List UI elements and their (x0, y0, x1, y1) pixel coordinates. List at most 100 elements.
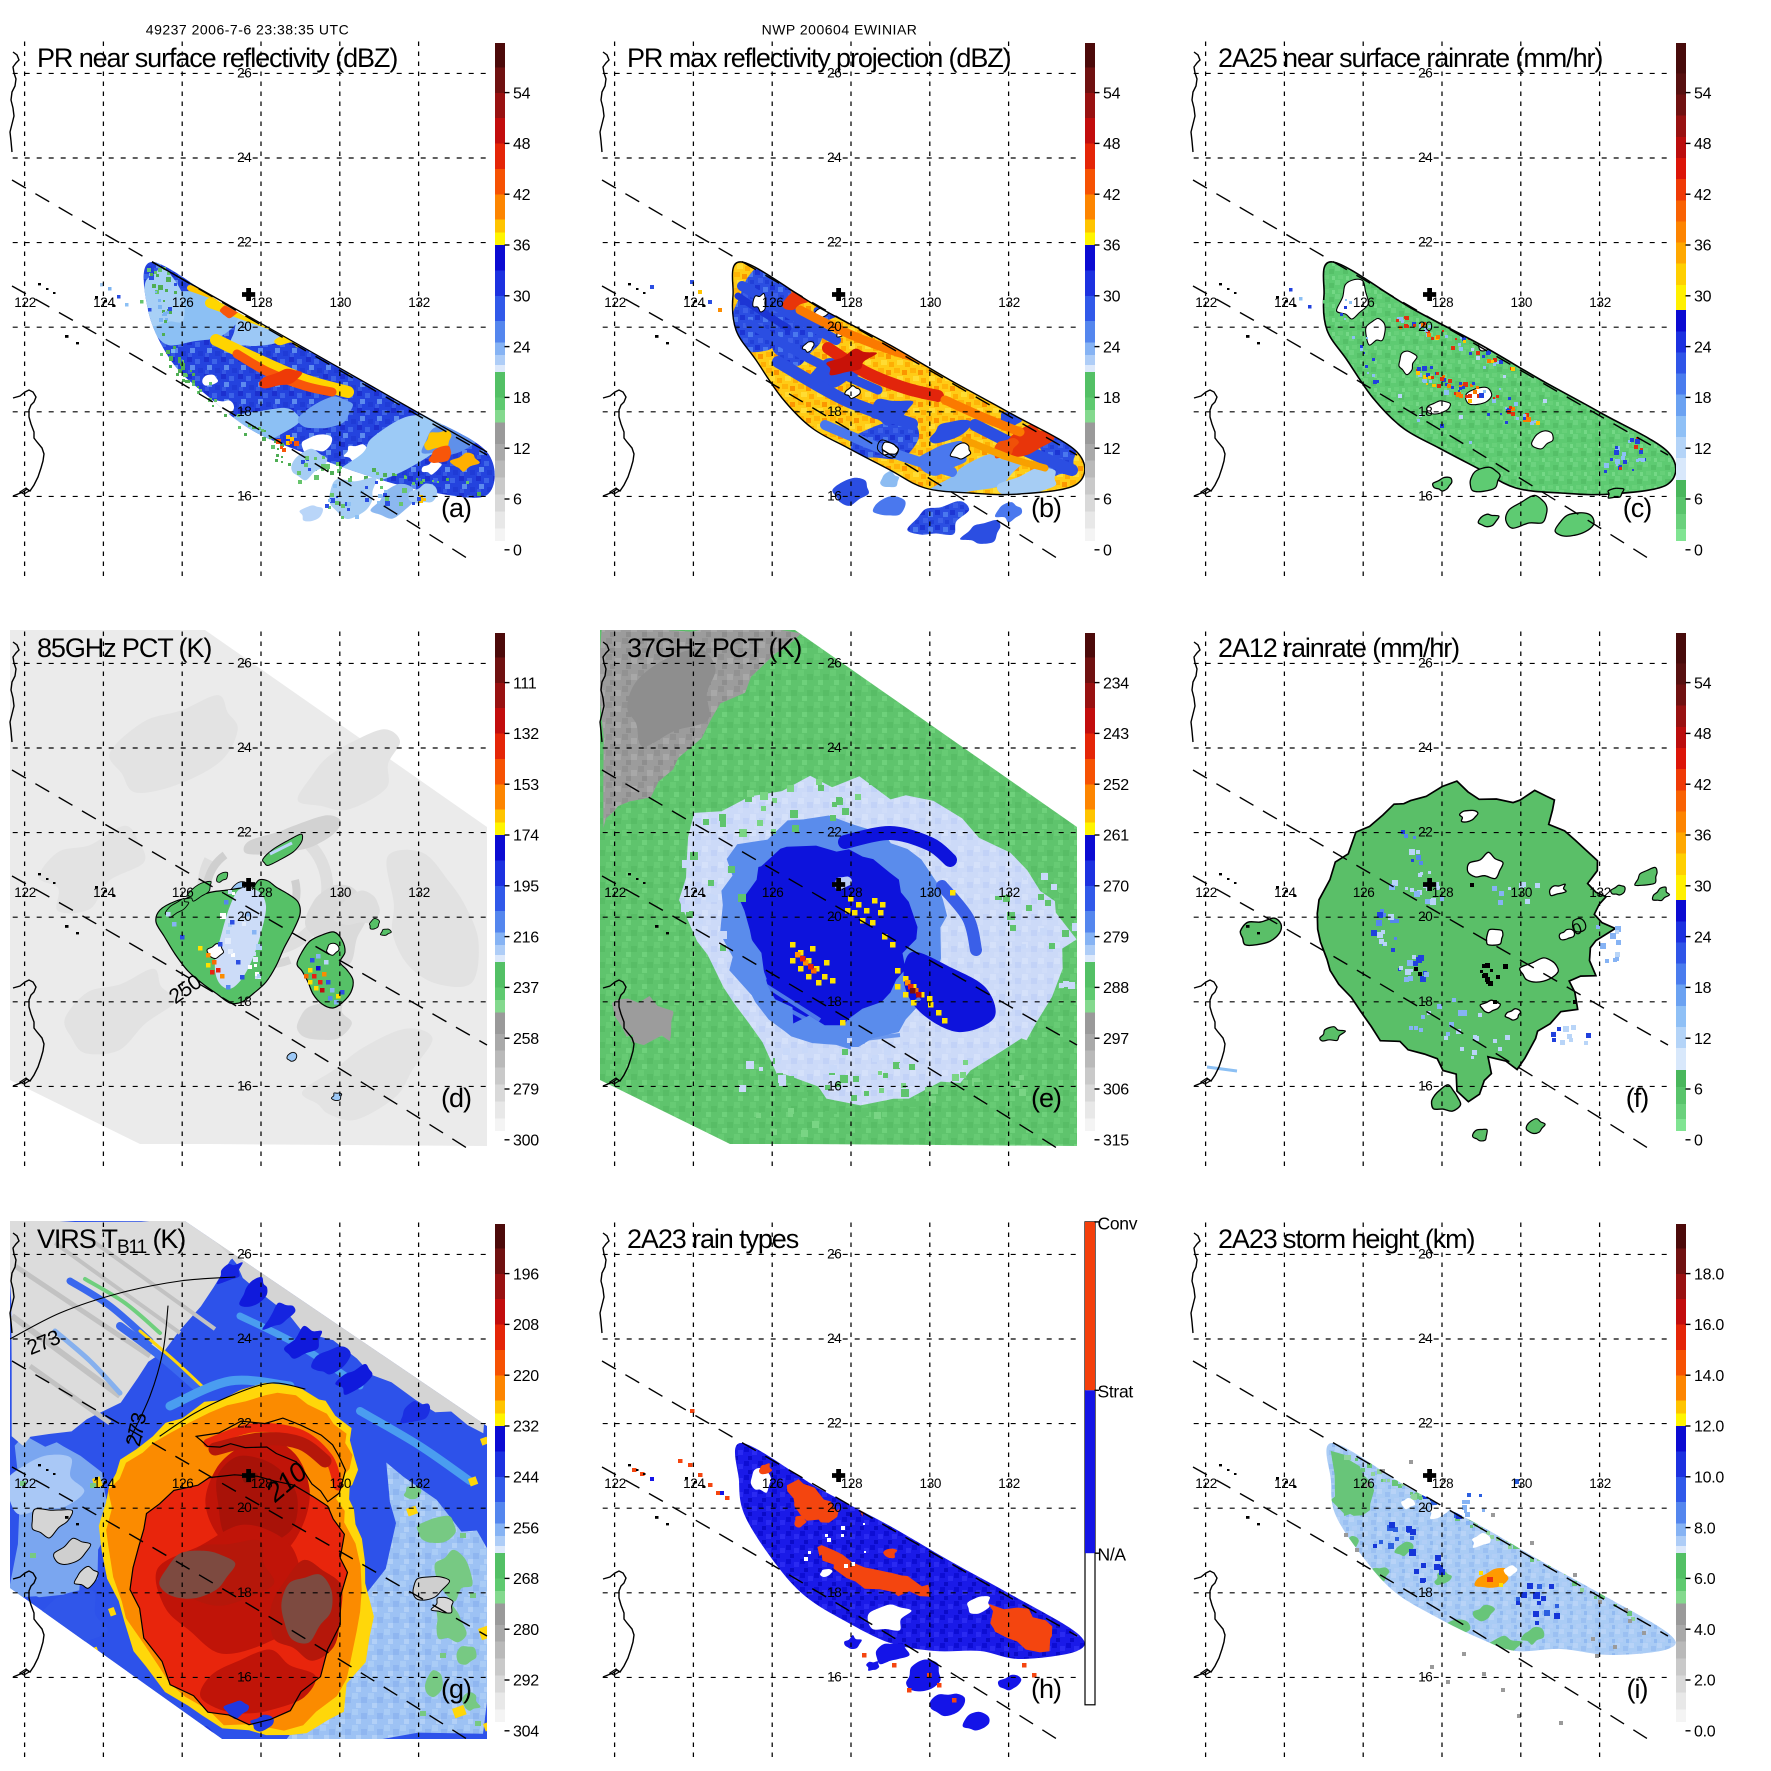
svg-text:(f): (f) (1626, 1083, 1648, 1113)
svg-text:153: 153 (513, 777, 539, 794)
svg-text:304: 304 (513, 1724, 539, 1741)
svg-text:0: 0 (1694, 1133, 1703, 1150)
svg-text:126: 126 (1353, 885, 1375, 900)
svg-text:2A23 storm height (km): 2A23 storm height (km) (1218, 1224, 1475, 1254)
svg-text:16: 16 (1418, 488, 1432, 503)
svg-text:6.0: 6.0 (1694, 1571, 1716, 1588)
svg-text:237: 237 (513, 980, 539, 997)
svg-text:268: 268 (513, 1571, 539, 1588)
svg-text:126: 126 (762, 1476, 784, 1491)
svg-text:122: 122 (14, 1476, 36, 1491)
svg-text:18: 18 (827, 404, 841, 419)
svg-text:22: 22 (1418, 235, 1432, 250)
svg-text:22: 22 (827, 825, 841, 840)
svg-text:122: 122 (604, 885, 626, 900)
svg-text:48: 48 (1103, 136, 1121, 153)
svg-text:2A12 rainrate (mm/hr): 2A12 rainrate (mm/hr) (1218, 633, 1459, 663)
svg-text:256: 256 (513, 1520, 539, 1537)
svg-text:8.0: 8.0 (1694, 1520, 1716, 1537)
svg-text:128: 128 (251, 295, 273, 310)
svg-text:30: 30 (1103, 289, 1121, 306)
svg-text:20: 20 (827, 319, 841, 334)
svg-text:6: 6 (1694, 492, 1703, 509)
svg-text:130: 130 (329, 1476, 351, 1491)
svg-text:0.0: 0.0 (1694, 1724, 1716, 1741)
svg-text:26: 26 (1418, 1246, 1432, 1261)
svg-text:124: 124 (1274, 885, 1296, 900)
svg-text:20: 20 (237, 1500, 251, 1515)
svg-text:128: 128 (841, 885, 863, 900)
svg-text:16: 16 (1418, 1078, 1432, 1093)
svg-text:111: 111 (513, 675, 537, 692)
svg-text:24: 24 (827, 150, 842, 165)
svg-text:(h): (h) (1031, 1674, 1061, 1704)
svg-text:54: 54 (1103, 85, 1121, 102)
svg-text:24: 24 (1103, 339, 1121, 356)
svg-text:128: 128 (841, 1476, 863, 1491)
svg-text:24: 24 (1694, 339, 1712, 356)
svg-text:10.0: 10.0 (1694, 1470, 1724, 1487)
svg-text:49237 2006-7-6 23:38:35 UTC: 49237 2006-7-6 23:38:35 UTC (146, 22, 349, 38)
svg-text:N/A: N/A (1098, 1544, 1127, 1564)
svg-text:288: 288 (1103, 980, 1129, 997)
svg-text:0: 0 (1694, 543, 1703, 560)
svg-text:36: 36 (513, 238, 531, 255)
svg-text:26: 26 (237, 655, 251, 670)
svg-text:128: 128 (251, 1476, 273, 1491)
svg-text:124: 124 (683, 1476, 705, 1491)
svg-text:(a): (a) (441, 493, 471, 523)
svg-text:12: 12 (1694, 441, 1712, 458)
svg-text:279: 279 (513, 1082, 539, 1099)
svg-text:132: 132 (408, 1476, 430, 1491)
svg-text:130: 130 (919, 295, 941, 310)
svg-text:132: 132 (1589, 295, 1611, 310)
svg-text:130: 130 (329, 885, 351, 900)
svg-text:128: 128 (1432, 295, 1454, 310)
svg-text:(c): (c) (1623, 493, 1651, 523)
svg-text:297: 297 (1103, 1031, 1129, 1048)
svg-text:208: 208 (513, 1317, 539, 1334)
svg-text:122: 122 (1195, 1476, 1217, 1491)
svg-text:48: 48 (1694, 726, 1712, 743)
svg-text:258: 258 (513, 1031, 539, 1048)
svg-text:30: 30 (1694, 289, 1712, 306)
svg-text:20: 20 (1418, 319, 1432, 334)
svg-text:20: 20 (237, 319, 251, 334)
svg-text:24: 24 (1694, 929, 1712, 946)
svg-text:18: 18 (513, 390, 531, 407)
svg-text:22: 22 (237, 825, 251, 840)
svg-text:24: 24 (827, 740, 842, 755)
svg-text:195: 195 (513, 879, 539, 896)
svg-text:20: 20 (827, 909, 841, 924)
svg-text:16: 16 (827, 1078, 841, 1093)
svg-text:24: 24 (237, 1331, 252, 1346)
svg-text:85GHz PCT (K): 85GHz PCT (K) (37, 633, 211, 663)
svg-text:54: 54 (1694, 85, 1712, 102)
svg-text:300: 300 (513, 1133, 539, 1150)
svg-text:24: 24 (513, 339, 531, 356)
svg-text:130: 130 (919, 885, 941, 900)
svg-text:20: 20 (237, 909, 251, 924)
svg-text:24: 24 (1418, 740, 1433, 755)
svg-text:16: 16 (237, 1078, 251, 1093)
svg-text:306: 306 (1103, 1082, 1129, 1099)
svg-text:30: 30 (513, 289, 531, 306)
svg-text:16: 16 (237, 1669, 251, 1684)
svg-text:216: 216 (513, 929, 539, 946)
svg-text:(g): (g) (441, 1674, 471, 1704)
svg-text:128: 128 (251, 885, 273, 900)
svg-text:124: 124 (1274, 295, 1296, 310)
svg-text:24: 24 (1418, 1331, 1433, 1346)
svg-text:132: 132 (408, 295, 430, 310)
svg-text:14.0: 14.0 (1694, 1368, 1724, 1385)
svg-text:128: 128 (1432, 1476, 1454, 1491)
svg-text:18: 18 (1694, 980, 1712, 997)
svg-text:20: 20 (827, 1500, 841, 1515)
svg-text:132: 132 (998, 1476, 1020, 1491)
svg-text:252: 252 (1103, 777, 1129, 794)
svg-text:124: 124 (93, 295, 115, 310)
svg-text:126: 126 (172, 1476, 194, 1491)
svg-text:12.0: 12.0 (1694, 1419, 1724, 1436)
svg-text:124: 124 (683, 295, 705, 310)
svg-text:36: 36 (1694, 828, 1712, 845)
